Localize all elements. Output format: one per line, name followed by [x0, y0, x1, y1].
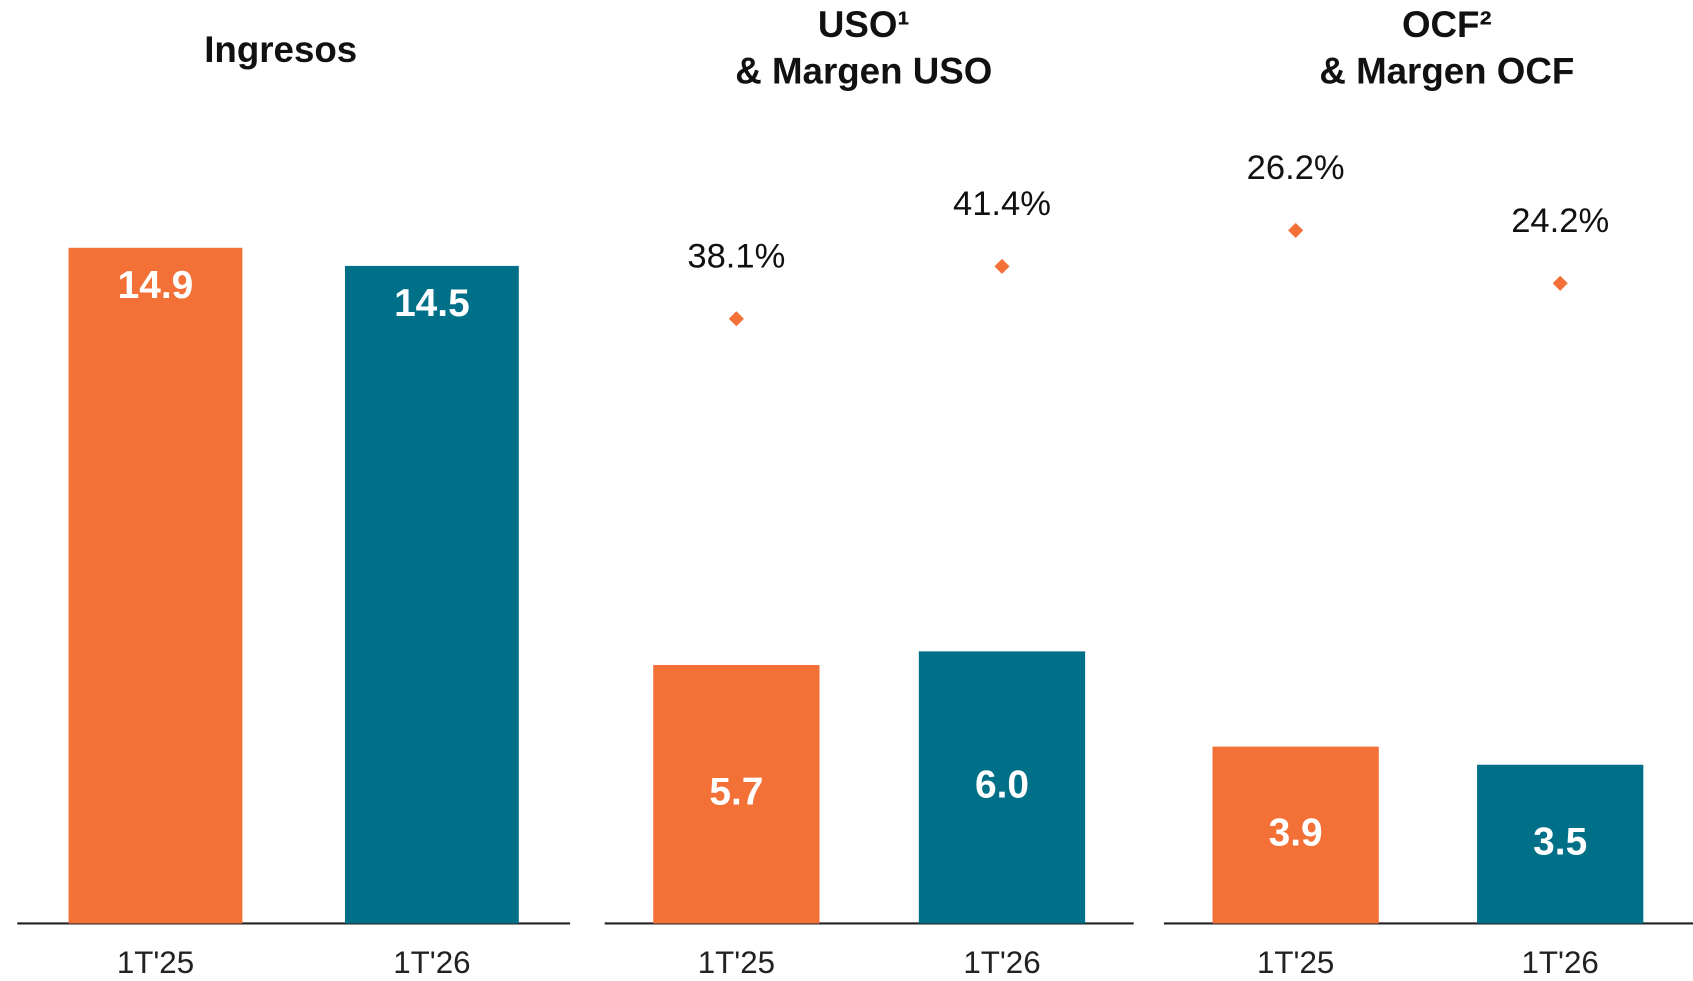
bar [1212, 746, 1379, 924]
margin-label: 38.1% [687, 237, 785, 275]
panel-title: & Margen USO [735, 50, 992, 91]
bar-value-label: 14.5 [394, 282, 470, 325]
bar [918, 651, 1086, 924]
bar-value-label: 3.9 [1269, 811, 1323, 854]
bar-value-label: 5.7 [709, 770, 763, 813]
x-tick-label: 1T'26 [393, 945, 470, 980]
panel-title: USO¹ [818, 4, 910, 45]
bar-value-label: 14.9 [118, 264, 194, 307]
bar-value-label: 6.0 [975, 764, 1029, 807]
panel-title: & Margen OCF [1319, 50, 1574, 91]
margin-marker [728, 311, 744, 327]
margin-marker [1552, 275, 1568, 291]
bar [344, 265, 519, 924]
margin-marker [1288, 222, 1304, 238]
margin-marker [994, 258, 1010, 274]
margin-label: 26.2% [1247, 149, 1345, 187]
x-tick-label: 1T'26 [1522, 945, 1599, 980]
margin-label: 24.2% [1511, 202, 1609, 240]
bar [653, 664, 820, 924]
x-tick-label: 1T'26 [963, 945, 1040, 980]
bar-value-label: 3.5 [1533, 820, 1587, 863]
panel-title: OCF² [1402, 4, 1492, 45]
x-tick-label: 1T'25 [1257, 945, 1334, 980]
x-tick-label: 1T'25 [698, 945, 775, 980]
bar [68, 247, 243, 924]
panel-title: Ingresos [204, 29, 357, 70]
bar [1477, 764, 1644, 924]
margin-label: 41.4% [953, 185, 1051, 223]
x-tick-label: 1T'25 [117, 945, 194, 980]
